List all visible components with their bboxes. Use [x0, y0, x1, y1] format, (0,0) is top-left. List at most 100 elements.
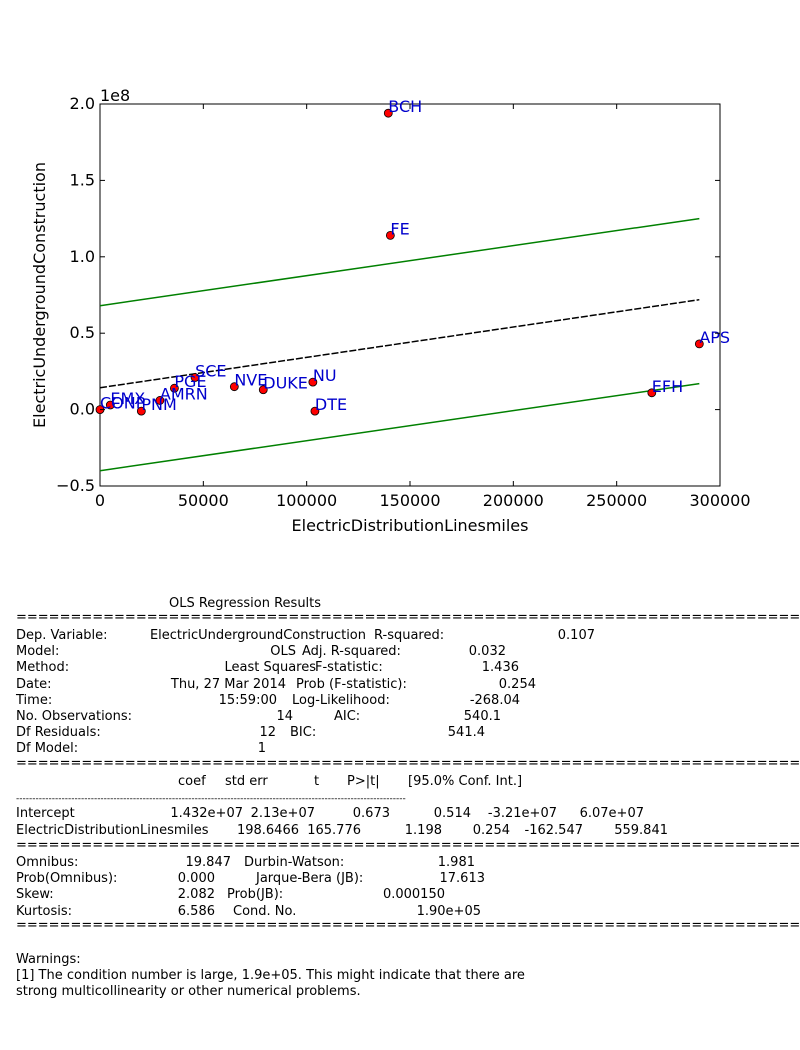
point-label: EMX — [110, 389, 145, 408]
prediction-upper-line — [99, 217, 700, 307]
warning-line-1: [1] The condition number is large, 1.9e+… — [16, 968, 525, 983]
x-tick-label: 50000 — [178, 491, 229, 510]
y-tick-label: −0.5 — [56, 476, 95, 495]
coef-value: 165.776 — [307, 823, 361, 838]
header-label: Method: — [16, 660, 70, 676]
double-rule: ========================================… — [16, 756, 800, 771]
x-axis-label: ElectricDistributionLinesmiles — [292, 516, 529, 535]
y-tick-label: 1.5 — [70, 170, 95, 189]
diag-stat-label: Jarque-Bera (JB): — [256, 871, 364, 887]
double-rule: ========================================… — [16, 838, 800, 853]
coef-row-name: ElectricDistributionLinesmiles — [16, 823, 209, 838]
coef-value: 0.514 — [433, 806, 471, 821]
header-stat-value: 0.032 — [468, 644, 506, 660]
header-stat-label: Adj. R-squared: — [302, 644, 401, 660]
diag-stat-value: 1.981 — [437, 855, 475, 870]
header-stat-value: 0.254 — [498, 676, 536, 692]
point-label: PGE — [174, 372, 206, 391]
coef-value: 0.254 — [472, 823, 510, 838]
x-tick-label: 0 — [95, 491, 105, 510]
diag-value: 0.000 — [177, 871, 215, 887]
point-label: BCH — [388, 97, 422, 116]
data-point — [105, 400, 115, 410]
diag-stat-label: Durbin-Watson: — [244, 855, 345, 870]
header-value: 15:59:00 — [218, 692, 277, 708]
header-stat-label: Prob (F-statistic): — [296, 676, 407, 692]
coef-value: 0.673 — [352, 806, 390, 821]
diag-stat-value: 1.90e+05 — [416, 903, 481, 919]
header-stat-label: AIC: — [334, 709, 361, 724]
prediction-lower-line — [99, 382, 700, 472]
data-point — [694, 339, 704, 349]
coef-value: 2.13e+07 — [250, 806, 315, 821]
data-point — [169, 383, 179, 393]
double-rule: ========================================… — [16, 610, 800, 625]
plot-area — [99, 103, 721, 487]
point-label: AMRN — [160, 384, 208, 403]
data-point — [229, 382, 239, 392]
point-label: FE — [390, 219, 409, 238]
point-label: NU — [313, 366, 337, 385]
diag-label: Kurtosis: — [16, 903, 73, 919]
data-point — [383, 108, 393, 118]
data-points — [95, 108, 704, 416]
header-stat-label: Log-Likelihood: — [292, 692, 390, 708]
point-label: PNM — [141, 395, 176, 414]
header-label: No. Observations: — [16, 709, 133, 724]
y-tick-label: 0.5 — [70, 323, 95, 342]
header-label: Time: — [16, 692, 53, 708]
header-label: Df Residuals: — [16, 725, 101, 741]
x-tick-label: 100000 — [276, 491, 337, 510]
coef-value: -3.21e+07 — [487, 806, 557, 821]
diag-stat-value: 0.000150 — [382, 887, 445, 903]
coef-value: 559.841 — [614, 823, 668, 838]
point-label: DTE — [315, 395, 347, 414]
point-label: CONP — [100, 394, 146, 413]
fit-lines — [99, 217, 700, 472]
header-stat-value: 0.107 — [557, 628, 595, 643]
summary-title: OLS Regression Results — [169, 596, 322, 611]
diag-value: 19.847 — [185, 855, 232, 870]
data-point — [258, 385, 268, 395]
header-label: Df Model: — [16, 741, 79, 757]
header-stat-value: 1.436 — [481, 660, 519, 676]
header-value: ElectricUndergroundConstruction — [149, 628, 366, 643]
header-value: OLS — [270, 644, 296, 660]
diag-stat-value: 17.613 — [439, 871, 486, 887]
x-tick-label: 300000 — [689, 491, 750, 510]
data-point — [190, 373, 200, 382]
y-tick-label: 1.0 — [70, 247, 95, 266]
point-label: DUKE — [263, 374, 308, 393]
single-rule: ----------------------------------------… — [16, 794, 406, 804]
coef-column-header: coef — [178, 774, 206, 789]
diag-stat-label: Prob(JB): — [227, 887, 284, 903]
x-axis-ticks: 0 50000 100000 150000 200000 250000 300000 — [95, 104, 751, 510]
coef-value: 198.6466 — [236, 823, 299, 838]
y-axis-ticks: −0.5 0.0 0.5 1.0 1.5 2.0 — [56, 94, 720, 495]
header-stat-label: F-statistic: — [315, 660, 383, 676]
double-rule: ========================================… — [16, 918, 800, 933]
data-point — [647, 388, 657, 398]
coef-value: 1.198 — [404, 823, 442, 838]
x-tick-label: 250000 — [586, 491, 647, 510]
y-axis-label: ElectricUndergroundConstruction — [30, 162, 49, 428]
header-stat-value: 540.1 — [463, 709, 501, 724]
data-point — [155, 396, 165, 405]
point-label: EFH — [652, 377, 683, 396]
coef-value: -162.547 — [524, 823, 583, 838]
x-tick-label: 200000 — [483, 491, 544, 510]
y-offset-label: 1e8 — [100, 86, 130, 105]
data-point — [385, 231, 395, 240]
coef-value: 1.432e+07 — [170, 806, 243, 821]
warning-line-2: strong multicollinearity or other numeri… — [16, 984, 361, 999]
coef-column-header: P>|t| — [347, 774, 380, 789]
header-label: Model: — [16, 644, 60, 660]
header-label: Dep. Variable: — [16, 628, 108, 643]
header-value: Least Squares — [224, 660, 316, 676]
header-value: 14 — [276, 709, 293, 724]
data-point — [136, 406, 146, 416]
diag-value: 2.082 — [177, 887, 215, 903]
diag-label: Prob(Omnibus): — [16, 871, 118, 887]
